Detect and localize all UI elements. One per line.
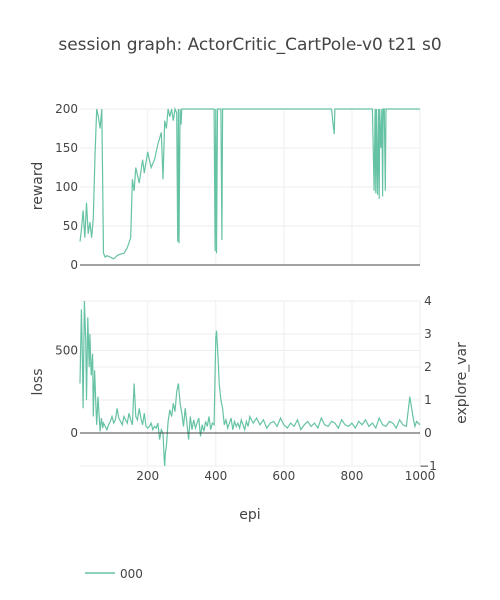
reward-tick-label-2: 100	[55, 180, 78, 194]
loss-axis-label: loss	[30, 368, 46, 395]
reward-panel: 0 50 100 150 200 reward	[30, 102, 421, 272]
reward-line-000	[79, 106, 420, 260]
reward-tick-label-0: 0	[70, 258, 78, 272]
explore-var-axis-label: explore_var	[454, 342, 470, 424]
reward-gridlines	[80, 108, 421, 265]
loss-tick-label-1: 500	[55, 344, 78, 358]
reward-axis-label: reward	[30, 162, 46, 211]
explore-var-tick-label-4: 3	[424, 327, 432, 341]
explore-var-y-ticks: −1 0 1 2 3 4	[419, 294, 437, 473]
x-tick-label-3: 800	[340, 469, 363, 483]
reward-tick-label-1: 50	[63, 219, 78, 233]
explore-var-tick-label-3: 2	[424, 360, 432, 374]
legend-label-000: 000	[120, 567, 143, 581]
reward-tick-label-4: 200	[55, 102, 78, 116]
x-ticks: 200 400 600 800 1000	[136, 469, 435, 483]
loss-panel: 0 500 −1 0 1 2 3 4 loss explore_var	[30, 294, 470, 473]
explore-var-tick-label-5: 4	[424, 294, 432, 308]
x-axis-label: epi	[239, 507, 260, 523]
loss-gridlines	[80, 300, 421, 467]
explore-var-tick-label-0: −1	[419, 459, 437, 473]
x-tick-label-0: 200	[136, 469, 159, 483]
x-tick-label-2: 600	[272, 469, 295, 483]
x-tick-label-1: 400	[204, 469, 227, 483]
reward-series	[79, 106, 420, 260]
legend[interactable]: 000	[85, 567, 143, 581]
loss-series	[79, 300, 421, 467]
explore-var-tick-label-2: 1	[424, 393, 432, 407]
chart-title: session graph: ActorCritic_CartPole-v0 t…	[58, 35, 441, 55]
loss-line-000	[79, 300, 421, 467]
reward-tick-label-3: 150	[55, 141, 78, 155]
x-tick-label-4: 1000	[405, 469, 436, 483]
reward-y-ticks: 0 50 100 150 200	[55, 102, 78, 272]
loss-tick-label-0: 0	[70, 426, 78, 440]
explore-var-tick-label-1: 0	[424, 426, 432, 440]
loss-y-ticks: 0 500	[55, 344, 78, 441]
